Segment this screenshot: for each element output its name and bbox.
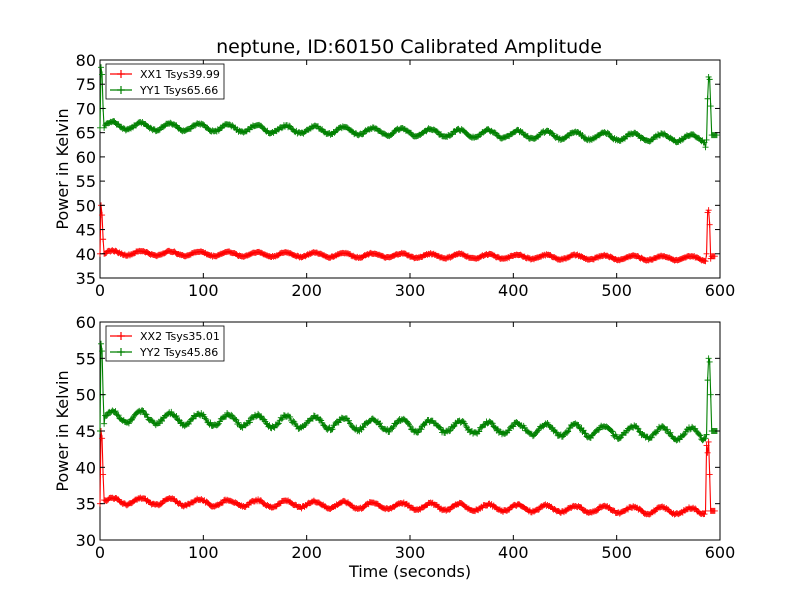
bottom-axis-ticks: 0 100 200 300 400 500 600 30 35 40 45 50 55 60 bbox=[76, 313, 736, 562]
legend-marker-xx1 bbox=[117, 70, 125, 78]
x-tick-label: 300 bbox=[395, 543, 426, 562]
legend-label-yy2: YY2 Tsys45.86 bbox=[139, 346, 218, 359]
x-tick-label: 500 bbox=[601, 281, 632, 300]
x-tick-label: 0 bbox=[95, 543, 105, 562]
y-tick-label: 45 bbox=[76, 422, 96, 441]
y-tick-label: 60 bbox=[76, 313, 96, 332]
y-tick-label: 70 bbox=[76, 99, 96, 118]
bottom-legend: XX2 Tsys35.01 YY2 Tsys45.86 bbox=[105, 325, 225, 362]
y-tick-label: 50 bbox=[76, 386, 96, 405]
bottom-panel: 0 100 200 300 400 500 600 30 35 40 45 50 55 60 Power … bbox=[53, 313, 735, 581]
y-tick-label: 30 bbox=[76, 531, 96, 550]
legend-marker-yy1 bbox=[117, 86, 125, 94]
x-tick-label: 0 bbox=[95, 281, 105, 300]
y-tick-label: 35 bbox=[76, 269, 96, 288]
series-markers-yy1-tsys65-66 bbox=[97, 64, 720, 151]
x-tick-label: 200 bbox=[291, 281, 322, 300]
bottom-series-group bbox=[97, 340, 720, 518]
y-tick-label: 50 bbox=[76, 196, 96, 215]
bottom-y-axis-label: Power in Kelvin bbox=[53, 370, 72, 491]
top-legend: XX1 Tsys39.99 YY1 Tsys65.66 bbox=[105, 63, 225, 100]
y-tick-label: 55 bbox=[76, 349, 96, 368]
y-tick-label: 40 bbox=[76, 245, 96, 264]
x-tick-label: 200 bbox=[291, 543, 322, 562]
x-tick-label: 500 bbox=[601, 543, 632, 562]
x-axis-label: Time (seconds) bbox=[348, 562, 471, 581]
legend-label-xx1: XX1 Tsys39.99 bbox=[140, 68, 220, 81]
y-tick-label: 80 bbox=[76, 51, 96, 70]
chart-title: neptune, ID:60150 Calibrated Amplitude bbox=[216, 36, 602, 58]
legend-marker-xx2 bbox=[117, 332, 125, 340]
y-tick-label: 40 bbox=[76, 458, 96, 477]
y-tick-label: 60 bbox=[76, 148, 96, 167]
x-tick-label: 600 bbox=[705, 543, 736, 562]
top-y-axis-label: Power in Kelvin bbox=[53, 108, 72, 229]
y-tick-label: 65 bbox=[76, 124, 96, 143]
y-tick-label: 55 bbox=[76, 172, 96, 191]
y-tick-label: 35 bbox=[76, 495, 96, 514]
legend-label-xx2: XX2 Tsys35.01 bbox=[140, 330, 220, 343]
x-tick-label: 600 bbox=[705, 281, 736, 300]
x-tick-label: 400 bbox=[498, 281, 529, 300]
y-tick-label: 45 bbox=[76, 221, 96, 240]
x-tick-label: 100 bbox=[188, 543, 219, 562]
bottom-legend-box bbox=[105, 325, 225, 362]
legend-marker-yy2 bbox=[117, 348, 125, 356]
top-axis-ticks: 0 100 200 300 400 500 600 35 40 45 50 55 60 65 70 75 80 bbox=[76, 51, 736, 300]
top-legend-box bbox=[105, 63, 225, 100]
y-tick-label: 75 bbox=[76, 75, 96, 94]
x-tick-label: 400 bbox=[498, 543, 529, 562]
x-tick-label: 100 bbox=[188, 281, 219, 300]
x-tick-label: 300 bbox=[395, 281, 426, 300]
legend-label-yy1: YY1 Tsys65.66 bbox=[139, 84, 218, 97]
top-panel: 0 100 200 300 400 500 60035404550556065707580 … bbox=[53, 51, 735, 300]
